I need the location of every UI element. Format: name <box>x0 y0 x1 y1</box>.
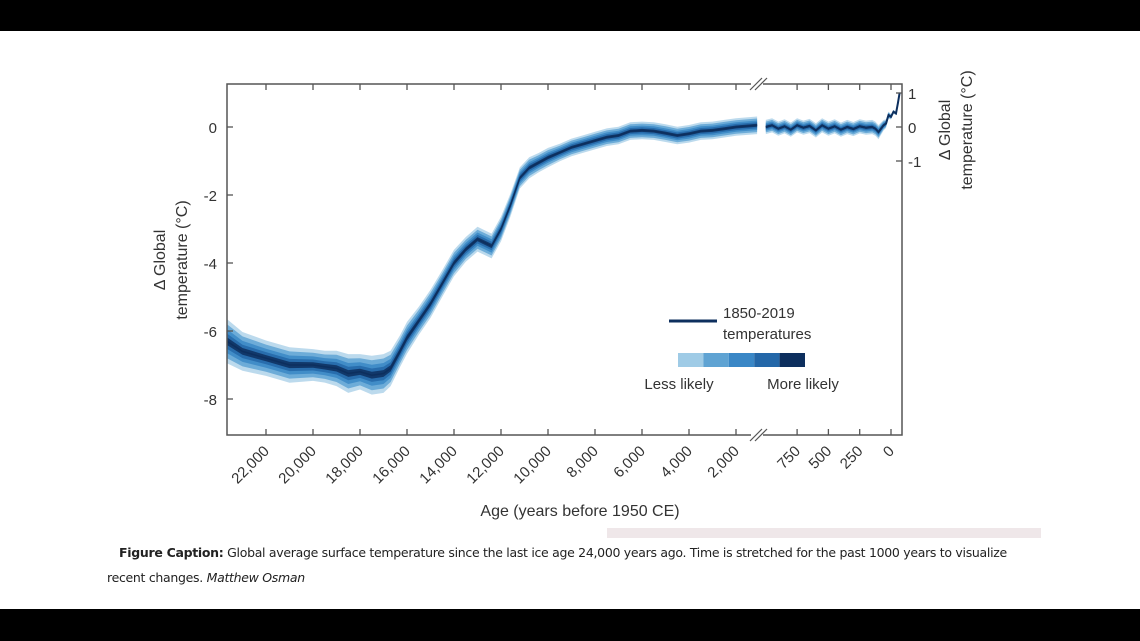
y-tick-label-left: -6 <box>204 324 217 341</box>
y-tick-label-left: 0 <box>209 120 217 137</box>
y-tick-label-right: 1 <box>908 86 916 103</box>
x-tick-label: 4,000 <box>657 443 696 482</box>
legend: 1850-2019 temperatures Less likely More … <box>644 305 839 393</box>
x-tick-label: 250 <box>837 443 867 473</box>
x-tick-label: 2,000 <box>704 443 743 482</box>
x-tick-label: 18,000 <box>322 443 366 487</box>
legend-line-label-1: 1850-2019 <box>723 305 795 322</box>
axis-break-bottom <box>749 428 768 442</box>
x-axis-label: Age (years before 1950 CE) <box>480 503 679 520</box>
caption-text: Global average surface temperature since… <box>107 545 1007 585</box>
x-tick-label: 6,000 <box>610 443 649 482</box>
median-line-1 <box>765 92 901 134</box>
x-tick-label: 12,000 <box>463 443 507 487</box>
colorbar-cell-2 <box>728 353 755 367</box>
x-tick-label: 10,000 <box>510 443 554 487</box>
colorbar-cell-1 <box>703 353 729 367</box>
overlay-strip <box>607 528 1041 538</box>
y-tick-label-right: -1 <box>908 154 921 171</box>
plot-frame <box>226 83 903 436</box>
colorbar-cell-3 <box>754 353 780 367</box>
top-letterbox <box>0 0 1140 31</box>
caption-credit: Matthew Osman <box>206 570 306 585</box>
figure-caption: Figure Caption: Global average surface t… <box>107 540 1007 590</box>
x-tick-label: 500 <box>806 443 836 473</box>
x-tick-label: 20,000 <box>275 443 319 487</box>
y-tick-label-right: 0 <box>908 120 916 137</box>
likelihood-colorbar <box>678 353 805 367</box>
median-line-0 <box>226 124 758 376</box>
legend-less-likely: Less likely <box>644 376 714 393</box>
legend-more-likely: More likely <box>767 376 839 393</box>
y-tick-label-left: -8 <box>204 392 217 409</box>
uncertainty-band-0-0 <box>227 116 758 395</box>
uncertainty-band-1-3 <box>765 92 900 135</box>
y-axis-label-right: Δ Global temperature (°C) <box>937 70 976 189</box>
x-tick-label: 0 <box>880 443 898 461</box>
ticks: 0 -2 -4 -6 -8 1 0 -1 <box>204 84 921 435</box>
y-tick-label-left: -2 <box>204 188 217 205</box>
bottom-letterbox <box>0 609 1140 641</box>
x-tick-label: 22,000 <box>228 443 272 487</box>
legend-line-label-2: temperatures <box>723 326 811 343</box>
x-tick-labels: 22,000 20,000 18,000 16,000 14,000 12,000 10,0… <box>228 443 897 487</box>
x-tick-label: 16,000 <box>369 443 413 487</box>
x-tick-label: 8,000 <box>563 443 602 482</box>
uncertainty-bands <box>227 91 900 395</box>
colorbar-cell-0 <box>678 353 704 367</box>
colorbar-cell-4 <box>779 353 805 367</box>
x-tick-label: 750 <box>774 443 804 473</box>
y-tick-label-left: -4 <box>204 256 217 273</box>
uncertainty-band-0-1 <box>227 118 758 391</box>
y-axis-label-left: Δ Global temperature (°C) <box>152 200 191 319</box>
axis-break-top <box>749 77 768 91</box>
median-lines <box>226 92 901 376</box>
caption-label: Figure Caption: <box>119 545 224 560</box>
x-tick-label: 14,000 <box>416 443 460 487</box>
